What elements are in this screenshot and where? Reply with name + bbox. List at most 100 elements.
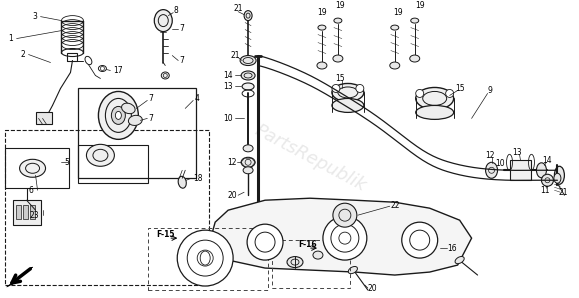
Text: 11: 11 xyxy=(541,186,550,195)
Ellipse shape xyxy=(162,72,169,79)
Text: 20: 20 xyxy=(228,191,237,200)
Bar xyxy=(5,130,209,285)
Ellipse shape xyxy=(98,91,138,139)
Ellipse shape xyxy=(20,159,46,177)
Ellipse shape xyxy=(243,145,253,152)
Circle shape xyxy=(333,203,357,227)
Circle shape xyxy=(402,222,438,258)
Text: F-15: F-15 xyxy=(156,230,174,239)
Ellipse shape xyxy=(455,257,464,264)
Ellipse shape xyxy=(178,176,186,188)
Text: 12: 12 xyxy=(228,158,237,167)
Ellipse shape xyxy=(287,257,303,268)
Ellipse shape xyxy=(349,266,357,274)
Circle shape xyxy=(247,224,283,260)
Polygon shape xyxy=(210,198,472,275)
Ellipse shape xyxy=(241,71,255,80)
Bar xyxy=(23,205,28,219)
Ellipse shape xyxy=(129,115,142,125)
Ellipse shape xyxy=(154,10,173,32)
Text: 19: 19 xyxy=(393,8,402,17)
Text: F-16: F-16 xyxy=(299,240,317,249)
Polygon shape xyxy=(6,267,32,287)
Text: 19: 19 xyxy=(317,8,327,17)
Ellipse shape xyxy=(537,163,547,178)
Ellipse shape xyxy=(318,25,326,30)
Text: 20: 20 xyxy=(367,283,376,293)
Ellipse shape xyxy=(555,166,565,184)
Text: 19: 19 xyxy=(415,1,424,10)
Text: 12: 12 xyxy=(485,151,494,160)
Bar xyxy=(5,148,69,188)
Text: 22: 22 xyxy=(390,201,400,210)
Text: 23: 23 xyxy=(30,211,39,220)
Text: 14: 14 xyxy=(543,156,552,165)
Bar xyxy=(510,160,532,180)
Text: 13: 13 xyxy=(223,82,233,91)
Circle shape xyxy=(416,89,424,97)
Ellipse shape xyxy=(332,98,364,112)
Ellipse shape xyxy=(240,55,256,66)
Ellipse shape xyxy=(410,55,420,62)
Bar xyxy=(79,89,196,178)
Text: 10: 10 xyxy=(494,159,504,168)
Text: 7: 7 xyxy=(148,114,153,123)
Ellipse shape xyxy=(333,55,343,62)
Ellipse shape xyxy=(317,62,327,69)
Text: 21: 21 xyxy=(230,51,240,60)
Ellipse shape xyxy=(554,173,561,183)
Bar xyxy=(16,205,21,219)
Text: 1: 1 xyxy=(8,34,13,43)
Text: 15: 15 xyxy=(455,84,464,93)
Bar xyxy=(68,52,78,60)
Text: 10: 10 xyxy=(223,114,233,123)
Text: PartsRepublik: PartsRepublik xyxy=(251,121,369,195)
Ellipse shape xyxy=(416,105,453,119)
Bar xyxy=(30,205,35,219)
Circle shape xyxy=(356,84,364,92)
Ellipse shape xyxy=(332,83,364,101)
Text: 7: 7 xyxy=(180,24,185,33)
Ellipse shape xyxy=(390,62,400,69)
Text: 2: 2 xyxy=(20,50,25,59)
Ellipse shape xyxy=(244,11,252,21)
Text: 4: 4 xyxy=(195,94,200,103)
Ellipse shape xyxy=(115,111,122,119)
Bar xyxy=(13,200,41,225)
Circle shape xyxy=(177,230,233,286)
Ellipse shape xyxy=(243,167,253,174)
Ellipse shape xyxy=(122,103,135,114)
Circle shape xyxy=(323,216,367,260)
Text: 9: 9 xyxy=(487,86,492,95)
Ellipse shape xyxy=(313,251,323,259)
Ellipse shape xyxy=(241,157,255,167)
Text: 8: 8 xyxy=(174,6,179,15)
Text: 16: 16 xyxy=(447,243,456,253)
Ellipse shape xyxy=(334,18,342,23)
Text: 3: 3 xyxy=(32,12,37,21)
Text: 7: 7 xyxy=(148,94,153,103)
Text: 14: 14 xyxy=(223,71,233,80)
Text: 19: 19 xyxy=(335,1,345,10)
Text: 13: 13 xyxy=(512,148,522,157)
Circle shape xyxy=(332,84,340,92)
Ellipse shape xyxy=(486,162,497,178)
Text: 15: 15 xyxy=(335,74,345,83)
Ellipse shape xyxy=(416,87,453,109)
Text: 21: 21 xyxy=(233,4,243,13)
Text: 6: 6 xyxy=(28,186,33,195)
Text: 17: 17 xyxy=(113,66,123,75)
Ellipse shape xyxy=(411,18,419,23)
Bar xyxy=(148,228,268,290)
Bar xyxy=(35,112,52,124)
Ellipse shape xyxy=(391,25,399,30)
Bar xyxy=(272,240,350,288)
Bar xyxy=(79,145,148,183)
Text: 5: 5 xyxy=(64,158,69,167)
Ellipse shape xyxy=(111,106,126,124)
Text: 18: 18 xyxy=(193,174,203,183)
Circle shape xyxy=(446,89,453,97)
Ellipse shape xyxy=(86,144,115,166)
Ellipse shape xyxy=(242,83,254,90)
Circle shape xyxy=(541,174,554,186)
